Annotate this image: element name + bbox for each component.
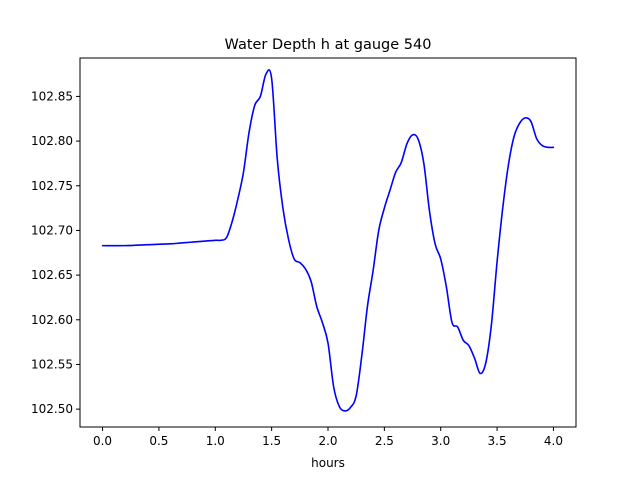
x-tick-label: 1.5 [262,434,281,448]
x-tick-label: 2.0 [318,434,337,448]
x-tick-label: 4.0 [544,434,563,448]
y-tick-label: 102.70 [31,223,73,237]
x-tick-label: 3.5 [488,434,507,448]
y-axis-ticks: 102.50 102.55 102.60 102.65 102.70 102.75 102.… [31,89,80,416]
y-tick-label: 102.85 [31,89,73,103]
y-tick-label: 102.55 [31,357,73,371]
x-tick-label: 1.0 [206,434,225,448]
chart-title: Water Depth h at gauge 540 [225,37,432,53]
x-axis-label: hours [311,456,345,470]
x-tick-label: 2.5 [375,434,394,448]
y-tick-label: 102.75 [31,179,73,193]
y-tick-label: 102.65 [31,268,73,282]
x-tick-label: 3.0 [431,434,450,448]
series-layer [101,69,555,412]
y-tick-label: 102.50 [31,402,73,416]
x-axis-ticks: 0.0 0.5 1.0 1.5 2.0 2.5 3.0 3.5 4.0 [93,427,563,448]
y-tick-label: 102.80 [31,134,73,148]
series-line-0 [101,69,555,412]
x-tick-label: 0.0 [93,434,112,448]
y-tick-label: 102.60 [31,313,73,327]
x-tick-label: 0.5 [149,434,168,448]
